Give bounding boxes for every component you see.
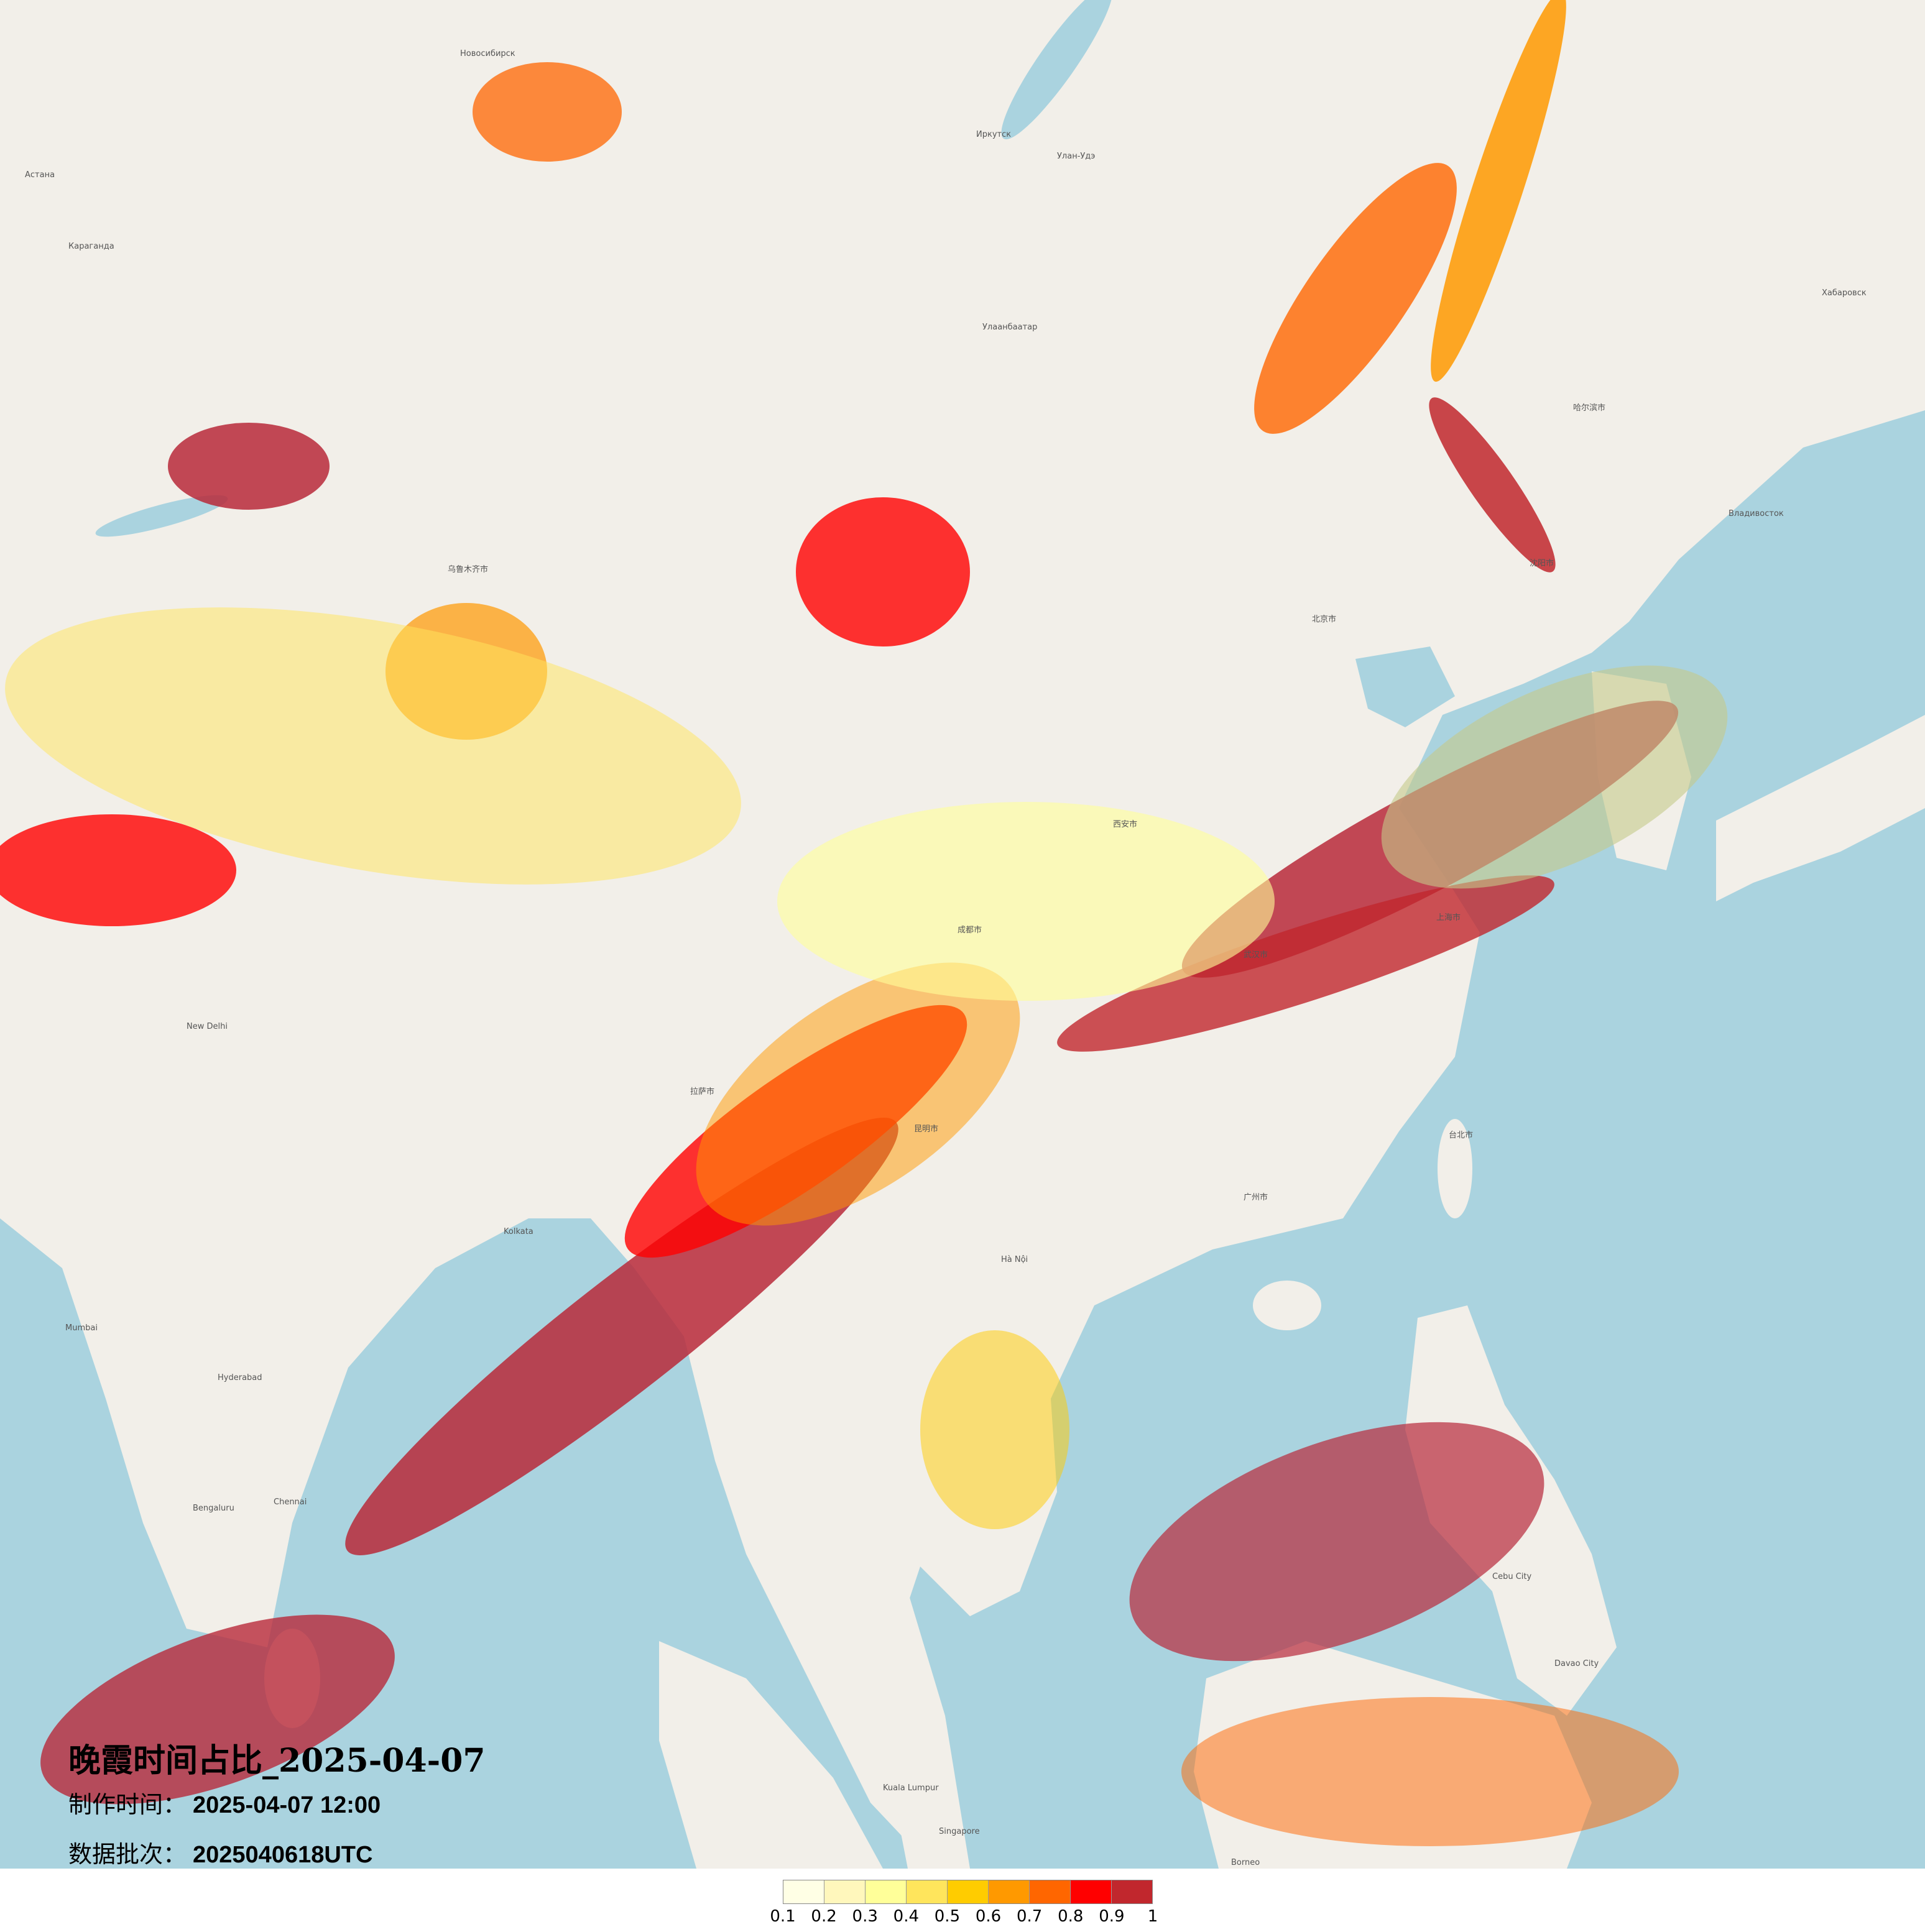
legend-swatch <box>948 1880 989 1903</box>
data-batch-value: 2025040618UTC <box>193 1842 373 1868</box>
legend-tick-label: 1 <box>1147 1907 1158 1926</box>
svg-text:Караганда: Караганда <box>68 242 114 251</box>
data-batch-label: 数据批次： <box>68 1841 187 1868</box>
svg-text:台北市: 台北市 <box>1449 1130 1473 1140</box>
svg-text:Владивосток: Владивосток <box>1729 509 1784 518</box>
legend-swatch <box>1071 1880 1112 1903</box>
svg-text:Cebu City: Cebu City <box>1492 1572 1531 1581</box>
legend-swatch <box>989 1880 1030 1903</box>
lake-baikal <box>1001 0 1113 140</box>
svg-text:Kuala Lumpur: Kuala Lumpur <box>883 1783 939 1793</box>
svg-text:北京市: 北京市 <box>1312 614 1336 624</box>
legend-tick-label: 0.6 <box>975 1907 1002 1926</box>
svg-text:Singapore: Singapore <box>939 1827 980 1836</box>
legend-swatch <box>866 1880 907 1903</box>
legend-tick-label: 0.7 <box>1016 1907 1043 1926</box>
legend-swatch <box>824 1880 866 1903</box>
data-batch: 数据批次： 2025040618UTC <box>68 1835 372 1869</box>
svg-text:Mumbai: Mumbai <box>65 1323 98 1333</box>
svg-text:上海市: 上海市 <box>1436 913 1461 922</box>
legend-tick-label: 0.3 <box>852 1907 878 1926</box>
svg-text:Bengaluru: Bengaluru <box>193 1504 234 1513</box>
legend-swatch <box>783 1880 824 1903</box>
svg-text:Улан-Удэ: Улан-Удэ <box>1057 152 1095 161</box>
legend-tick-label: 0.1 <box>770 1907 796 1926</box>
svg-text:Borneo: Borneo <box>1231 1858 1260 1867</box>
svg-text:Иркутск: Иркутск <box>976 130 1011 139</box>
place-labels: Иркутск Улан-Удэ Улаанбаатар Новосибирск… <box>25 49 1867 1867</box>
legend-tick-label: 0.2 <box>811 1907 837 1926</box>
svg-text:Davao City: Davao City <box>1554 1659 1599 1668</box>
legend-swatch <box>907 1880 948 1903</box>
svg-text:昆明市: 昆明市 <box>914 1124 938 1134</box>
map-canvas[interactable]: Иркутск Улан-Удэ Улаанбаатар Новосибирск… <box>0 0 1925 1869</box>
legend-tick-label: 0.8 <box>1058 1907 1084 1926</box>
legend-tick-label: 0.4 <box>893 1907 920 1926</box>
bohai-sea <box>1355 646 1455 727</box>
legend-swatch <box>1030 1880 1071 1903</box>
map-title: 晚霞时间占比_2025-04-07 <box>68 1742 486 1780</box>
svg-text:乌鲁木齐市: 乌鲁木齐市 <box>448 564 488 574</box>
svg-text:Улаанбаатар: Улаанбаатар <box>982 323 1037 332</box>
svg-text:西安市: 西安市 <box>1113 819 1137 829</box>
svg-text:沈阳市: 沈阳市 <box>1530 558 1554 568</box>
production-time-label: 制作时间： <box>68 1791 187 1818</box>
production-time-value: 2025-04-07 12:00 <box>193 1792 381 1818</box>
svg-text:Hà Nội: Hà Nội <box>1001 1255 1028 1264</box>
legend-ticks: 0.1 0.2 0.3 0.4 0.5 0.6 0.7 0.8 0.9 1 <box>770 1907 1169 1930</box>
sunset-ratio-overlay <box>0 0 1728 1846</box>
svg-text:Hyderabad: Hyderabad <box>218 1373 262 1382</box>
svg-text:Chennai: Chennai <box>274 1497 307 1507</box>
svg-text:New Delhi: New Delhi <box>187 1022 228 1031</box>
color-legend <box>783 1880 1153 1904</box>
production-time: 制作时间： 2025-04-07 12:00 <box>68 1785 381 1819</box>
svg-text:成都市: 成都市 <box>958 925 982 935</box>
legend-swatch <box>1112 1880 1152 1903</box>
svg-text:Астана: Астана <box>25 170 55 180</box>
svg-text:广州市: 广州市 <box>1244 1192 1268 1202</box>
svg-text:武汉市: 武汉市 <box>1244 950 1268 960</box>
lake-balkhash <box>95 495 228 537</box>
svg-text:拉萨市: 拉萨市 <box>690 1087 714 1097</box>
svg-text:Хабаровск: Хабаровск <box>1822 288 1867 298</box>
svg-text:Новосибирск: Новосибирск <box>460 49 515 58</box>
svg-text:Kolkata: Kolkata <box>504 1227 533 1236</box>
svg-text:哈尔滨市: 哈尔滨市 <box>1573 403 1605 413</box>
legend-tick-label: 0.9 <box>1099 1907 1125 1926</box>
legend-tick-label: 0.5 <box>934 1907 961 1926</box>
